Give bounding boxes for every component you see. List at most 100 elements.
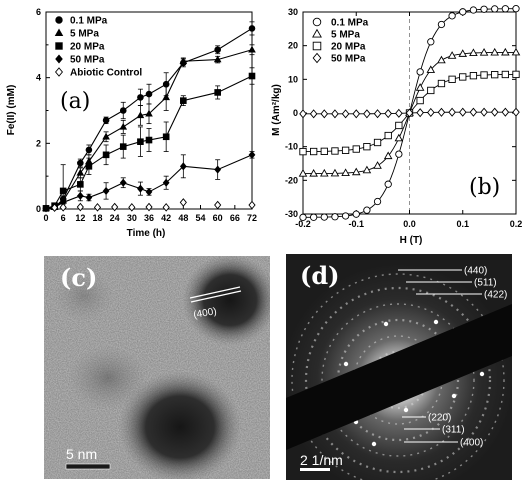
data-point	[310, 213, 318, 221]
data-point	[137, 184, 144, 193]
legend-label: 20 MPa	[70, 42, 105, 53]
data-point	[330, 168, 340, 177]
data-point	[394, 133, 404, 142]
x-tick-label: 0	[43, 213, 48, 223]
y-tick-label: 10	[288, 74, 298, 84]
panel-label-b: (b)	[469, 175, 500, 200]
data-point	[162, 133, 170, 141]
y-tick-label: -20	[285, 175, 298, 185]
data-point	[491, 5, 499, 13]
data-point	[145, 109, 153, 117]
data-point	[85, 193, 93, 202]
ring-labels: (440)(511)(422) (220)(311) (400)	[398, 266, 507, 449]
data-point	[128, 203, 136, 212]
scale-bar-label: 2 1/nm	[300, 452, 343, 468]
diffraction-spot	[433, 319, 439, 325]
data-point	[59, 203, 67, 212]
data-point	[145, 187, 153, 196]
data-point	[448, 75, 456, 83]
data-point	[395, 121, 403, 130]
lattice-label: (400)	[193, 306, 218, 321]
data-point	[102, 117, 110, 124]
data-point	[248, 45, 256, 53]
data-point	[137, 138, 144, 145]
y-tick-label: 6	[36, 7, 41, 17]
data-point	[351, 167, 361, 176]
chart-a-xlabel: Time (h)	[127, 228, 166, 239]
data-point	[145, 136, 153, 144]
ring-label: (511)	[474, 278, 497, 289]
x-tick-label: 54	[195, 213, 205, 223]
data-point	[416, 96, 424, 105]
diffraction-spot	[479, 371, 485, 377]
data-point	[490, 107, 499, 117]
ring-label: (400)	[460, 438, 483, 449]
chart-b-ylabel: M (Am²/kg)	[271, 84, 282, 136]
lattice-fringe-line	[190, 290, 242, 303]
x-tick-label: 0.1	[456, 219, 469, 229]
data-point	[501, 5, 510, 13]
legend-marker	[55, 54, 63, 64]
x-tick-label: 12	[75, 213, 85, 223]
data-point	[341, 146, 350, 154]
data-point	[395, 108, 403, 118]
series-50-mpa	[299, 107, 520, 119]
legend-marker	[55, 42, 63, 50]
saed-image: (440)(511)(422) (220)(311) (400) 2 1/nm (d…	[286, 254, 512, 480]
y-tick-label: -30	[285, 209, 298, 219]
data-point	[85, 163, 93, 170]
x-tick-label: 18	[92, 213, 102, 223]
data-point	[76, 168, 85, 176]
data-point	[511, 47, 521, 56]
chart-b-xlabel: H (T)	[400, 235, 423, 246]
y-tick-label: 0	[36, 204, 41, 214]
data-point	[427, 38, 435, 46]
data-point	[480, 107, 488, 117]
data-point	[362, 165, 372, 174]
data-point	[459, 8, 467, 16]
data-point	[447, 51, 457, 59]
data-point	[119, 178, 127, 187]
data-point	[480, 71, 488, 79]
x-tick-label: 36	[144, 213, 154, 223]
chart-b-axes: -0.2 -0.1 0.0 0.1 0.2 -30 -20 -10 0 10 20 30	[285, 7, 522, 229]
data-point	[331, 147, 339, 155]
x-tick-label: 72	[247, 213, 257, 223]
data-point	[162, 93, 170, 101]
data-point	[373, 138, 382, 147]
data-point	[298, 168, 308, 177]
data-point	[102, 186, 110, 196]
data-point	[213, 55, 222, 63]
data-point	[214, 165, 222, 174]
chart-b: -0.2 -0.1 0.0 0.1 0.2 -30 -20 -10 0 10 20 30 0.1 MP…	[271, 5, 522, 246]
x-tick-label: 0.2	[510, 219, 523, 229]
data-point	[248, 150, 256, 159]
data-point	[77, 181, 84, 188]
data-point	[512, 70, 520, 79]
data-point	[415, 83, 425, 91]
data-point	[384, 180, 392, 188]
ring-label: (440)	[464, 266, 487, 277]
legend-label: 0.1 MPa	[70, 16, 108, 27]
legend-label: 20 MPa	[331, 42, 366, 53]
diffraction-ring	[336, 318, 460, 442]
data-point	[162, 178, 170, 187]
data-point	[352, 210, 360, 218]
y-tick-label: 4	[36, 73, 41, 83]
data-point	[373, 109, 382, 119]
legend-label: 50 MPa	[70, 55, 105, 66]
data-point	[331, 213, 339, 221]
legend-marker	[312, 52, 322, 64]
x-tick-label: 6	[61, 213, 66, 223]
data-point	[136, 111, 145, 119]
legend-label: 5 MPa	[331, 30, 360, 41]
data-point	[363, 206, 371, 214]
data-point	[512, 5, 520, 13]
data-point	[310, 147, 318, 156]
data-point	[458, 49, 468, 57]
data-point	[299, 147, 307, 156]
diffraction-spot	[403, 407, 409, 413]
legend-label: 0.1 MPa	[331, 18, 369, 29]
data-point	[341, 109, 350, 119]
